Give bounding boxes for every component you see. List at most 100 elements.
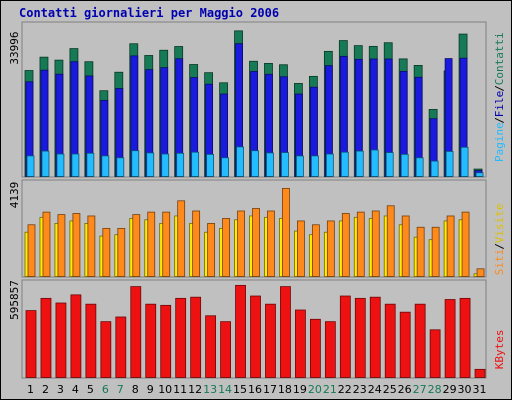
bar-kbytes [250, 295, 261, 378]
bar-kbytes [369, 296, 381, 378]
x-tick-label: 16 [248, 383, 262, 396]
bar-siti [401, 215, 410, 277]
bar-pagine [340, 151, 349, 177]
x-tick-label: 1 [27, 383, 34, 396]
bar-pagine [116, 157, 125, 177]
legend-separator: / [493, 85, 506, 92]
bar-pagine [415, 157, 424, 177]
x-tick-label: 25 [383, 383, 397, 396]
bar-pagine [385, 152, 394, 177]
bar-kbytes [324, 321, 336, 378]
x-tick-label: 20 [308, 383, 322, 396]
bar-siti [267, 210, 275, 277]
bar-pagine [325, 153, 334, 177]
bar-siti [177, 200, 186, 277]
x-tick-label: 14 [218, 383, 232, 396]
bar-pagine [445, 151, 454, 177]
x-tick-label: 3 [57, 383, 64, 396]
bar-kbytes [220, 321, 231, 378]
bar-siti [102, 227, 111, 277]
bar-kbytes [414, 303, 426, 378]
x-tick-label: 24 [368, 383, 382, 396]
bar-pagine [86, 152, 95, 177]
bar-siti [147, 211, 156, 277]
bar-pagine [310, 155, 319, 177]
legend-file: File [493, 91, 506, 118]
bar-pagine [430, 160, 439, 177]
bar-pagine [26, 155, 35, 177]
legend-pagine: Pagine [493, 122, 506, 162]
x-tick-label: 10 [158, 383, 172, 396]
bar-siti [386, 205, 395, 277]
bar-siti [207, 223, 216, 277]
bar-siti [72, 213, 81, 277]
x-tick-label: 31 [473, 383, 487, 396]
x-tick-label: 30 [458, 383, 472, 396]
bar-kbytes [444, 299, 456, 378]
bar-siti [311, 224, 320, 277]
x-tick-label: 4 [72, 383, 79, 396]
bar-pagine [191, 151, 200, 177]
bar-siti [461, 211, 470, 277]
bar-siti [222, 218, 230, 277]
bar-pagine [161, 153, 170, 177]
bar-siti [192, 210, 201, 277]
bar-siti [326, 220, 335, 277]
y-max-label: 33996 [8, 31, 21, 64]
x-tick-label: 22 [338, 383, 352, 396]
bar-siti [356, 211, 365, 277]
bar-kbytes [100, 321, 112, 378]
bar-siti [132, 214, 141, 277]
bar-pagine [475, 172, 484, 177]
bar-pagine [146, 152, 155, 177]
legend-separator: / [493, 243, 506, 250]
bar-pagine [176, 152, 185, 177]
bar-kbytes [25, 310, 37, 378]
bar-kbytes [145, 303, 157, 378]
bar-pagine [56, 153, 65, 177]
bar-pagine [296, 155, 304, 177]
x-tick-label: 7 [117, 383, 124, 396]
bar-kbytes [70, 294, 82, 378]
x-tick-label: 13 [203, 383, 217, 396]
x-tick-label: 28 [428, 383, 442, 396]
bar-pagine [251, 150, 259, 177]
bar-siti [282, 187, 290, 277]
bar-siti [431, 226, 440, 277]
x-tick-label: 6 [102, 383, 109, 396]
x-tick-label: 9 [147, 383, 154, 396]
legend-visite: Visite [493, 203, 506, 243]
x-tick-label: 5 [87, 383, 94, 396]
bar-pagine [370, 149, 379, 177]
bar-pagine [460, 146, 469, 177]
x-tick-label: 17 [263, 383, 277, 396]
x-tick-label: 26 [398, 383, 412, 396]
bar-pagine [266, 152, 274, 177]
bar-pagine [400, 153, 409, 177]
y-max-label: 4139 [8, 182, 21, 209]
x-tick-label: 12 [188, 383, 202, 396]
bar-pagine [281, 152, 289, 177]
bar-siti [416, 226, 425, 277]
bar-kbytes [205, 315, 217, 378]
bar-kbytes [459, 297, 471, 378]
bar-kbytes [175, 297, 187, 378]
bar-kbytes [309, 318, 321, 378]
x-tick-label: 23 [353, 383, 367, 396]
bar-siti [57, 214, 66, 277]
x-tick-label: 11 [173, 383, 187, 396]
y-max-label: 595857 [8, 280, 21, 320]
x-tick-label: 15 [233, 383, 247, 396]
bar-kbytes [339, 295, 351, 378]
bar-siti [476, 268, 485, 277]
x-tick-label: 29 [443, 383, 457, 396]
bar-siti [341, 213, 350, 277]
chart-title: Contatti giornalieri per Maggio 2006 [19, 6, 280, 20]
bar-kbytes [235, 284, 246, 378]
legend-kbytes: KBytes [493, 329, 506, 369]
legend-separator: / [493, 117, 506, 124]
bar-kbytes [265, 303, 276, 378]
bar-kbytes [280, 286, 291, 378]
bar-siti [237, 210, 245, 277]
